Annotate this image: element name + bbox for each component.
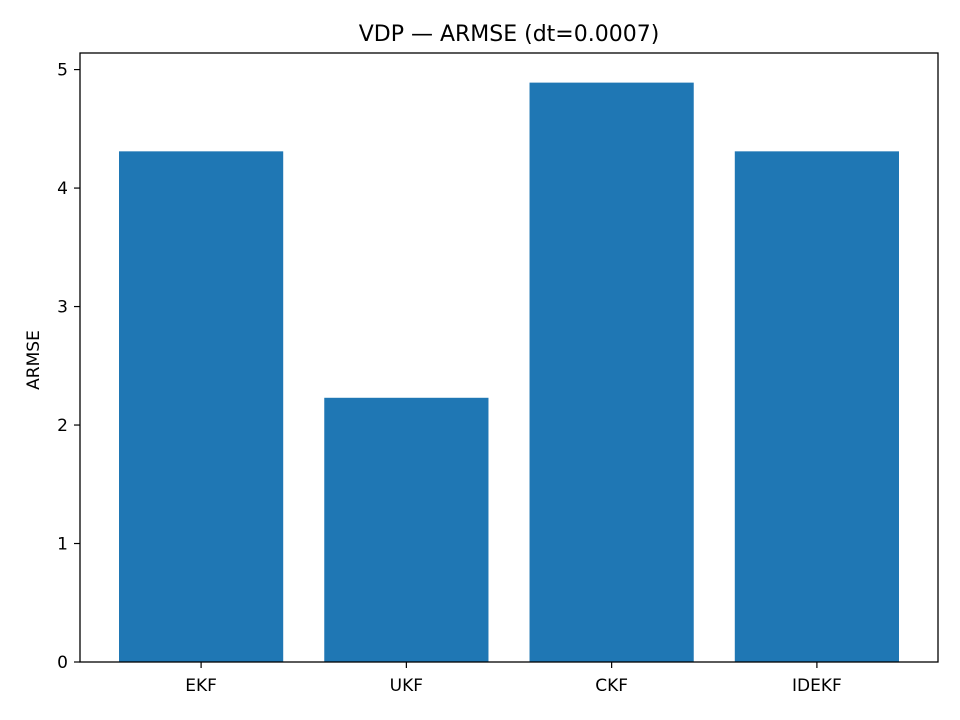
y-tick-label: 2 [57,416,68,436]
x-tick-label: UKF [390,676,423,696]
y-tick-label: 1 [57,535,68,555]
chart-title: VDP — ARMSE (dt=0.0007) [359,22,660,47]
x-tick-label: IDEKF [792,676,842,696]
bar-ckf [529,82,694,663]
y-tick-label: 0 [57,653,68,673]
plot-frame [79,52,939,663]
y-axis-ticks: 0 1 2 3 4 5 [57,61,80,673]
y-tick-label: 3 [57,298,68,318]
bars [119,82,899,663]
bar-ukf [324,397,489,662]
y-axis-label: ARMSE [24,330,44,390]
x-axis-ticks: EKF UKF CKF IDEKF [185,662,842,696]
y-tick-label: 5 [57,61,68,81]
x-tick-label: CKF [595,676,628,696]
x-tick-label: EKF [185,676,217,696]
y-tick-label: 4 [57,179,68,199]
bar-idekf [734,151,899,663]
bar-ekf [119,151,284,663]
